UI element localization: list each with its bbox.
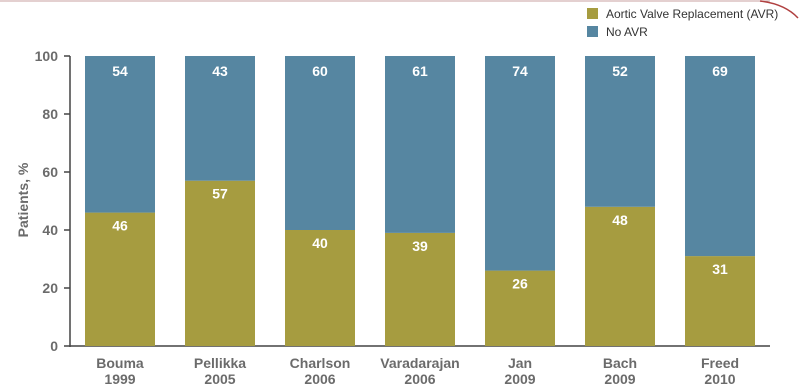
x-tick-label-name: Bouma <box>96 355 144 371</box>
bar-segment-no-avr <box>685 56 755 257</box>
x-tick-label-year: 2006 <box>304 371 335 386</box>
bar-segment-no-avr <box>185 56 255 181</box>
y-tick-label: 100 <box>35 48 59 64</box>
bar-segment-no-avr <box>285 56 355 230</box>
data-label-avr: 26 <box>512 276 528 292</box>
x-tick-label-name: Pellikka <box>194 355 246 371</box>
x-tick-label-year: 2009 <box>604 371 635 386</box>
data-label-avr: 46 <box>112 218 128 234</box>
bars: 46 54 57 43 40 60 39 61 26 74 48 52 31 69 <box>85 56 755 346</box>
x-tick-label-year: 2010 <box>704 371 735 386</box>
bar-segment-avr <box>85 212 155 346</box>
data-label-no-avr: 43 <box>212 63 228 79</box>
bar-segment-avr <box>685 256 755 346</box>
y-tick-label: 60 <box>42 164 58 180</box>
x-axis: Bouma1999Pellikka2005Charlson2006Varadar… <box>96 355 739 386</box>
data-label-avr: 31 <box>712 261 728 277</box>
bar-segment-avr <box>385 232 455 346</box>
x-tick-label-name: Bach <box>603 355 637 371</box>
bar-segment-no-avr <box>485 56 555 271</box>
data-label-avr: 57 <box>212 186 228 202</box>
bar-segment-avr <box>485 270 555 346</box>
data-label-avr: 39 <box>412 238 428 254</box>
bar-segment-avr <box>585 206 655 346</box>
top-edge-curve <box>759 0 799 19</box>
data-label-no-avr: 54 <box>112 63 128 79</box>
bar-segment-no-avr <box>85 56 155 213</box>
bar-segment-avr <box>185 180 255 346</box>
y-tick-label: 20 <box>42 280 58 296</box>
x-tick-label-name: Charlson <box>290 355 351 371</box>
y-tick-label: 80 <box>42 106 58 122</box>
legend-swatch-no-avr <box>587 26 598 37</box>
y-tick-label: 40 <box>42 222 58 238</box>
bar-segment-avr <box>285 230 355 346</box>
data-label-avr: 40 <box>312 235 328 251</box>
bar-segment-no-avr <box>385 56 455 233</box>
x-tick-label-year: 1999 <box>104 371 135 386</box>
x-tick-label-name: Varadarajan <box>380 355 459 371</box>
data-label-no-avr: 61 <box>412 63 428 79</box>
x-tick-label-year: 2005 <box>204 371 235 386</box>
x-tick-label-year: 2009 <box>504 371 535 386</box>
data-label-no-avr: 60 <box>312 63 328 79</box>
x-tick-label-year: 2006 <box>404 371 435 386</box>
data-label-no-avr: 52 <box>612 63 628 79</box>
data-label-no-avr: 74 <box>512 63 528 79</box>
data-label-avr: 48 <box>612 212 628 228</box>
legend: Aortic Valve Replacement (AVR) No AVR <box>587 7 778 39</box>
legend-label-avr: Aortic Valve Replacement (AVR) <box>606 7 778 21</box>
y-tick-label: 0 <box>50 338 58 354</box>
y-axis-title: Patients, % <box>15 162 31 237</box>
x-tick-label-name: Jan <box>508 355 532 371</box>
x-tick-label-name: Freed <box>701 355 739 371</box>
data-label-no-avr: 69 <box>712 63 728 79</box>
legend-label-no-avr: No AVR <box>606 25 648 39</box>
legend-swatch-avr <box>587 8 598 19</box>
bar-segment-no-avr <box>585 56 655 207</box>
